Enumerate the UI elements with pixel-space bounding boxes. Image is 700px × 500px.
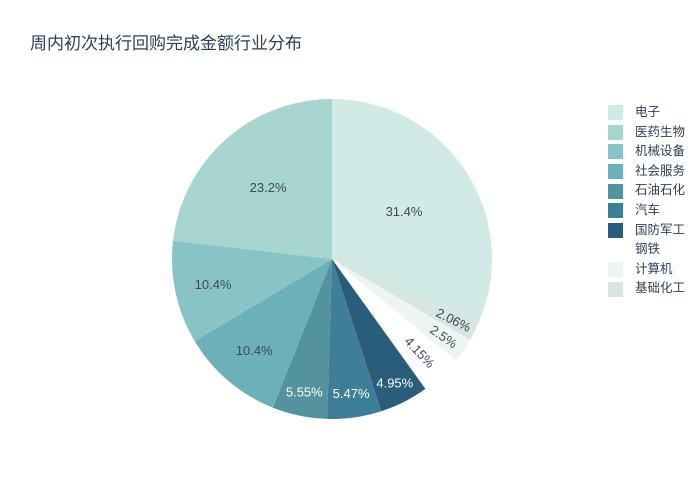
- legend-label: 基础化工: [635, 281, 686, 296]
- legend-item[interactable]: 钢铁: [608, 240, 685, 260]
- legend-swatch: [608, 183, 623, 199]
- legend-item[interactable]: 国防军工: [608, 221, 685, 241]
- legend-swatch: [608, 242, 623, 258]
- legend-swatch: [608, 262, 623, 278]
- legend-label: 汽车: [635, 202, 661, 217]
- pie-slice[interactable]: [332, 259, 456, 389]
- legend-item[interactable]: 电子: [608, 103, 685, 123]
- legend-label: 国防军工: [635, 222, 686, 237]
- legend-item[interactable]: 计算机: [608, 260, 685, 280]
- legend-swatch: [608, 164, 623, 180]
- legend-label: 石油石化: [635, 183, 686, 198]
- legend-item[interactable]: 医药生物: [608, 123, 685, 143]
- pie-slice-label: 5.47%: [333, 386, 370, 401]
- legend-item[interactable]: 汽车: [608, 201, 685, 221]
- legend-item[interactable]: 机械设备: [608, 142, 685, 162]
- legend: 电子医药生物机械设备社会服务石油石化汽车国防军工钢铁计算机基础化工: [608, 103, 685, 299]
- pie-slice-label: 31.4%: [386, 204, 423, 219]
- pie-slice-label: 23.2%: [250, 180, 287, 195]
- pie-slice[interactable]: [173, 99, 332, 259]
- pie-slice-label: 4.95%: [376, 376, 413, 391]
- pie-slice[interactable]: [332, 259, 471, 361]
- legend-label: 计算机: [635, 261, 673, 276]
- pie-slice[interactable]: [272, 259, 332, 419]
- pie-slice-label: 10.4%: [236, 343, 273, 358]
- pie-slice-label: 5.55%: [286, 385, 323, 400]
- pie-slice[interactable]: [194, 259, 332, 408]
- legend-swatch: [608, 203, 623, 219]
- legend-swatch: [608, 281, 623, 297]
- legend-item[interactable]: 社会服务: [608, 162, 685, 182]
- legend-label: 钢铁: [635, 242, 661, 257]
- pie-slice[interactable]: [332, 259, 426, 412]
- legend-swatch: [608, 222, 623, 238]
- legend-item[interactable]: 基础化工: [608, 279, 685, 299]
- legend-label: 医药生物: [635, 124, 686, 139]
- legend-item[interactable]: 石油石化: [608, 181, 685, 201]
- pie-slice[interactable]: [332, 259, 480, 340]
- legend-label: 社会服务: [635, 163, 686, 178]
- legend-swatch: [608, 124, 623, 140]
- pie-slice[interactable]: [327, 259, 382, 419]
- pie-slice[interactable]: [332, 99, 493, 322]
- legend-swatch: [608, 144, 623, 160]
- pie-slice[interactable]: [171, 240, 332, 342]
- legend-label: 机械设备: [635, 144, 686, 159]
- pie-slice-label: 10.4%: [195, 277, 232, 292]
- chart-title: 周内初次执行回购完成金额行业分布: [30, 34, 302, 53]
- legend-swatch: [608, 105, 623, 121]
- legend-label: 电子: [635, 105, 661, 119]
